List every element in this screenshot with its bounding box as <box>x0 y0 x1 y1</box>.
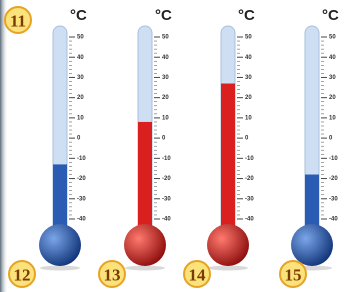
tick-label: -30 <box>245 196 254 202</box>
bulb <box>39 224 81 266</box>
tick-label: 50 <box>329 35 336 41</box>
unit: °C <box>70 7 87 24</box>
tick-label: -20 <box>162 176 171 182</box>
tick-label: -40 <box>245 217 254 223</box>
tick-label: -40 <box>329 217 338 223</box>
number-label: 11 <box>10 12 26 31</box>
tick-label: 20 <box>77 95 84 101</box>
tick-label: 10 <box>77 115 84 121</box>
number-label: 13 <box>104 266 121 285</box>
liquid <box>221 84 235 240</box>
unit: °C <box>322 7 339 24</box>
tick-label: 0 <box>162 136 166 142</box>
tick-label: -20 <box>245 176 254 182</box>
tick-label: 0 <box>77 136 81 142</box>
tick-label: -20 <box>329 176 338 182</box>
tick-label: 30 <box>245 75 252 81</box>
tick-label: 50 <box>162 35 169 41</box>
tick-label: -30 <box>162 196 171 202</box>
unit: °C <box>155 7 172 24</box>
tick-label: 20 <box>162 95 169 101</box>
number-label: 14 <box>189 266 207 285</box>
bulb <box>291 224 333 266</box>
tick-label: 30 <box>162 75 169 81</box>
tick-label: -20 <box>77 176 86 182</box>
tick-label: -10 <box>245 156 254 162</box>
tick-label: -40 <box>162 217 171 223</box>
tick-label: 10 <box>162 115 169 121</box>
tick-label: 50 <box>245 35 252 41</box>
bulb <box>207 224 249 266</box>
tick-label: -40 <box>77 217 86 223</box>
tick-label: 10 <box>329 115 336 121</box>
tick-label: 20 <box>245 95 252 101</box>
number-label: 15 <box>285 266 302 285</box>
unit: °C <box>238 7 255 24</box>
tick-label: 10 <box>245 115 252 121</box>
tick-label: 40 <box>77 55 84 61</box>
number-label: 12 <box>14 266 31 285</box>
tick-label: 30 <box>329 75 336 81</box>
tick-label: -30 <box>329 196 338 202</box>
tick-label: -10 <box>329 156 338 162</box>
tick-label: 0 <box>245 136 249 142</box>
tick-label: -10 <box>77 156 86 162</box>
shadow <box>125 266 165 271</box>
thermometer-exercise: °C 50 40 30 20 10 0 -10 -20 -30 -40 °C 50 40 30 20 10 0 -1… <box>0 0 345 292</box>
shadow <box>40 266 80 271</box>
tick-label: 0 <box>329 136 333 142</box>
tick-label: 50 <box>77 35 84 41</box>
tick-label: -30 <box>77 196 86 202</box>
tick-label: 30 <box>77 75 84 81</box>
bulb <box>124 224 166 266</box>
tick-label: 20 <box>329 95 336 101</box>
edge-shade <box>0 0 8 292</box>
liquid <box>138 122 152 240</box>
tick-label: 40 <box>245 55 252 61</box>
tick-label: 40 <box>162 55 169 61</box>
tick-label: 40 <box>329 55 336 61</box>
shadow <box>208 266 248 271</box>
tick-label: -10 <box>162 156 171 162</box>
